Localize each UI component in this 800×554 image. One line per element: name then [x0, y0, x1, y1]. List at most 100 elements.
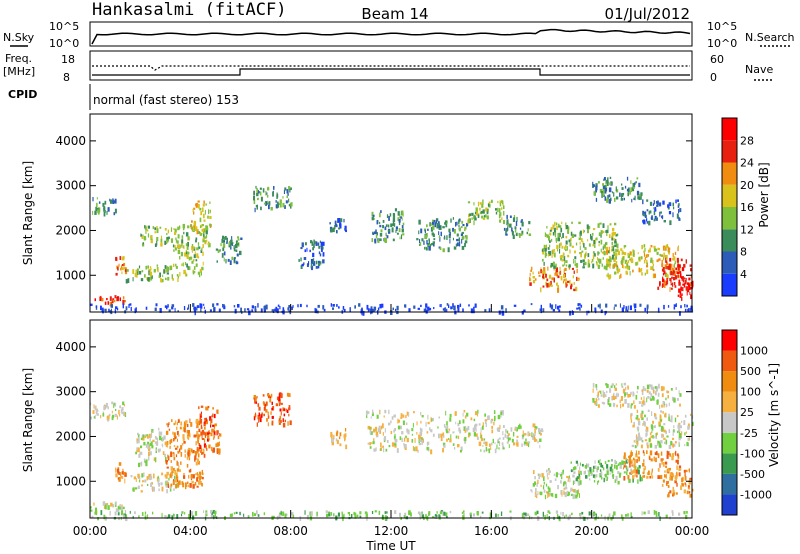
scatter-cell — [600, 248, 602, 253]
scatter-cell — [572, 494, 575, 500]
scatter-cell — [158, 275, 160, 279]
scatter-cell — [449, 438, 452, 443]
scatter-cell — [163, 269, 166, 274]
scatter-cell — [602, 183, 604, 186]
scatter-cell — [639, 474, 641, 479]
scatter-cell — [655, 216, 657, 220]
scatter-cell — [553, 277, 555, 283]
scatter-cell — [201, 429, 205, 435]
scatter-cell — [187, 481, 189, 484]
scatter-cell — [646, 262, 648, 266]
scatter-cell — [684, 414, 687, 418]
scatter-cell — [641, 244, 644, 250]
scatter-cell — [332, 304, 335, 307]
scatter-cell — [438, 514, 441, 518]
scatter-cell — [168, 422, 170, 425]
colorbar-tick-label: 500 — [740, 365, 761, 378]
scatter-cell — [304, 510, 306, 515]
scatter-cell — [165, 485, 167, 488]
scatter-cell — [521, 513, 524, 518]
scatter-cell — [151, 482, 153, 485]
scatter-cell — [502, 437, 505, 440]
scatter-cell — [183, 269, 186, 275]
scatter-cell — [684, 304, 686, 308]
scatter-cell — [180, 251, 183, 257]
scatter-cell — [216, 442, 220, 447]
scatter-cell — [413, 305, 416, 309]
scatter-cell — [286, 189, 289, 194]
scatter-cell — [620, 404, 622, 409]
scatter-cell — [124, 267, 127, 271]
scatter-cell — [178, 244, 181, 249]
scatter-cell — [601, 263, 603, 267]
scatter-cell — [563, 481, 566, 485]
scatter-cell — [148, 473, 151, 478]
scatter-cell — [170, 460, 172, 463]
colorbar-swatch — [722, 140, 737, 163]
scatter-cell — [178, 434, 180, 437]
scatter-cell — [341, 514, 344, 519]
scatter-cell — [633, 421, 635, 426]
scatter-cell — [420, 428, 423, 433]
scatter-cell — [689, 264, 692, 267]
scatter-cell — [316, 511, 318, 517]
scatter-cell — [229, 240, 231, 246]
scatter-cell — [686, 441, 689, 447]
scatter-cell — [201, 469, 203, 474]
scatter-cell — [262, 394, 265, 397]
scatter-cell — [396, 232, 399, 235]
scatter-cell — [511, 231, 514, 236]
scatter-cell — [263, 512, 266, 516]
scatter-cell — [600, 234, 602, 238]
scatter-cell — [171, 274, 173, 280]
scatter-cell — [609, 265, 611, 269]
scatter-cell — [567, 226, 570, 231]
scatter-cell — [593, 480, 596, 483]
scatter-cell — [301, 263, 304, 267]
scatter-cell — [544, 271, 546, 275]
scatter-cell — [525, 438, 527, 442]
scatter-cell — [177, 419, 180, 423]
scatter-cell — [405, 415, 407, 419]
colorbar-swatch — [722, 251, 737, 274]
scatter-cell — [333, 513, 335, 517]
scatter-cell — [177, 438, 178, 442]
scatter-cell — [144, 225, 147, 230]
scatter-cell — [456, 221, 458, 226]
scatter-cell — [563, 273, 566, 278]
scatter-cell — [685, 514, 688, 520]
scatter-cell — [557, 223, 560, 227]
scatter-cell — [436, 223, 440, 228]
scatter-cell — [686, 291, 688, 296]
scatter-cell — [611, 191, 614, 194]
scatter-cell — [458, 237, 460, 242]
scatter-cell — [125, 514, 127, 519]
scatter-cell — [623, 305, 625, 309]
scatter-cell — [124, 269, 127, 272]
scatter-cell — [678, 441, 680, 446]
scatter-cell — [642, 423, 644, 426]
scatter-cell — [677, 204, 680, 208]
scatter-cell — [186, 246, 189, 250]
scatter-cell — [288, 405, 291, 410]
scatter-cell — [606, 250, 608, 255]
scatter-cell — [100, 305, 102, 311]
noise-panel — [89, 21, 693, 47]
scatter-cell — [558, 271, 561, 275]
scatter-cell — [535, 488, 537, 493]
scatter-cell — [582, 241, 584, 245]
scatter-cell — [662, 278, 665, 283]
scatter-cell — [193, 207, 196, 210]
scatter-cell — [544, 232, 546, 237]
scatter-cell — [389, 213, 392, 217]
scatter-cell — [304, 249, 306, 253]
scatter-cell — [164, 228, 167, 231]
scatter-cell — [283, 413, 286, 417]
scatter-cell — [166, 266, 169, 271]
scatter-cell — [157, 475, 159, 480]
scatter-cell — [282, 511, 285, 516]
scatter-cell — [176, 244, 180, 249]
scatter-cell — [481, 425, 484, 430]
scatter-cell — [186, 456, 188, 460]
scatter-cell — [388, 445, 391, 448]
